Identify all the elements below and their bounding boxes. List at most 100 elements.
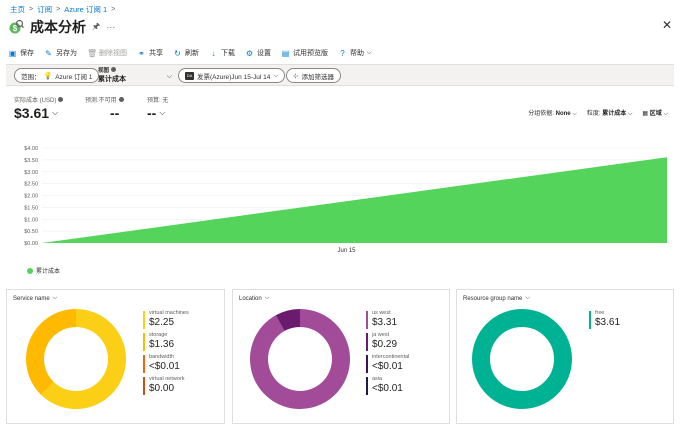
legend-swatch [27, 267, 33, 274]
legend-item-value: <$0.01 [372, 383, 403, 394]
more-options-icon[interactable]: ··· [106, 22, 116, 32]
chevron-down-icon[interactable]: ⌵ [52, 108, 59, 117]
share-button[interactable]: ⚭ 共享 [137, 48, 163, 58]
title-row: $ 成本分析 🖈 ··· [8, 16, 115, 38]
donut-slice[interactable] [25, 309, 76, 395]
legend-item-name: asia [372, 376, 383, 382]
scope-pill[interactable]: 范围： 💡 Azure 订阅 1 [14, 68, 100, 83]
card-title[interactable]: Resource group name ⌵ [463, 295, 530, 302]
scope-value: Azure 订阅 1 [55, 73, 93, 81]
card-title[interactable]: Service name ⌵ [13, 295, 58, 302]
location-donut [250, 309, 350, 409]
donut-slice[interactable] [472, 309, 572, 409]
save-as-icon: ✎ [45, 48, 52, 58]
donut-slice[interactable] [41, 309, 126, 409]
breadcrumb-home[interactable]: 主页 [10, 4, 25, 14]
actual-cost-value: $3.61 [14, 105, 50, 121]
breadcrumb: 主页 > 订阅 > Azure 订阅 1 > [10, 3, 115, 15]
legend-item-name: intercontinental [372, 354, 410, 360]
chevron-down-icon: ⌵ [367, 49, 372, 56]
date-range-pill[interactable]: DA 发票(Azure)Jun 15-Jul 14 ⌵ [178, 68, 286, 83]
donut-slice[interactable] [275, 309, 300, 332]
y-tick-label: $3.50 [24, 158, 38, 164]
legend-swatch [366, 355, 368, 373]
preview-icon: ▤ [281, 48, 290, 58]
donut-slice[interactable] [250, 309, 350, 409]
delete-icon: 🗑 [87, 48, 98, 58]
save-button[interactable]: ▣ 保存 [8, 48, 34, 58]
chevron-down-icon: ⌵ [264, 295, 270, 301]
share-label: 共享 [149, 50, 163, 57]
y-tick-label: $2.50 [24, 182, 38, 188]
delete-view-button[interactable]: 🗑 删除视图 [87, 48, 127, 58]
group-by-dropdown[interactable]: 分组依据: None ⌵ [528, 111, 577, 117]
legend-item[interactable]: virtual network $0.00 [143, 376, 189, 398]
chevron-down-icon: ⌵ [52, 295, 58, 301]
service-name-legend: virtual machines $2.25 storage $1.36 bandwid… [143, 310, 189, 398]
page-title: 成本分析 [30, 19, 86, 35]
actual-cost-metric: 实际成本 (USD) $3.61 ⌵ [14, 95, 64, 121]
legend-item-value: $3.31 [372, 317, 398, 328]
y-tick-label: $1.00 [24, 217, 38, 223]
legend-swatch [143, 333, 145, 351]
card-title[interactable]: Location ⌵ [239, 295, 270, 302]
download-label: 下载 [221, 50, 235, 57]
budget-value: -- [147, 105, 157, 121]
resource-group-donut [472, 309, 572, 409]
forecast-metric: 预测:不可用 -- [85, 95, 124, 121]
chart-legend: 累计成本 [27, 266, 60, 275]
legend-item[interactable]: intercontinental <$0.01 [366, 354, 409, 376]
pin-icon[interactable]: 🖈 [92, 21, 101, 31]
breadcrumb-separator: > [111, 5, 116, 13]
svg-text:$: $ [13, 24, 18, 33]
legend-item[interactable]: free $3.61 [589, 310, 620, 332]
y-tick-label: $1.50 [24, 205, 38, 211]
cumulative-cost-chart: $4.00 $3.50 $3.00 $2.50 $2.00 $1.50 $1.00 $0.50… [24, 146, 667, 254]
help-button[interactable]: ? 帮助 ⌵ [338, 48, 372, 58]
y-tick-label: $0.00 [24, 241, 38, 247]
resource-group-card: Resource group name ⌵ free $3.61 [456, 289, 674, 424]
help-icon: ? [340, 48, 345, 58]
add-filter-pill[interactable]: ⊹ 添加筛选器 [286, 68, 341, 83]
lightbulb-icon: 💡 [43, 72, 53, 80]
breadcrumb-separator: > [56, 5, 61, 13]
granularity-dropdown[interactable]: 粒度: 累计成本 ⌵ [586, 111, 633, 117]
actual-cost-label: 实际成本 (USD) [14, 98, 57, 104]
try-preview-button[interactable]: ▤ 试用预览版 [281, 48, 328, 58]
download-button[interactable]: ↓ 下载 [209, 48, 236, 58]
legend-item[interactable]: virtual machines $2.25 [143, 310, 189, 332]
chevron-down-icon[interactable]: ⌵ [159, 108, 166, 117]
try-preview-label: 试用预览版 [293, 50, 328, 57]
cumulative-cost-area[interactable] [42, 157, 667, 243]
legend-item[interactable]: us west $3.31 [366, 310, 409, 332]
breadcrumb-subscriptions[interactable]: 订阅 [37, 4, 53, 14]
breadcrumb-subscription[interactable]: Azure 订阅 1 [64, 4, 108, 14]
download-icon: ↓ [211, 48, 216, 58]
legend-label[interactable]: 累计成本 [36, 269, 61, 275]
chevron-down-icon: ⌵ [166, 73, 172, 80]
legend-swatch [589, 311, 591, 329]
chevron-down-icon: ⌵ [273, 71, 279, 79]
save-as-label: 另存为 [56, 50, 77, 57]
info-icon [58, 97, 64, 102]
view-selector[interactable]: 视图 累计成本 ⌵ [98, 67, 174, 85]
legend-item-name: storage [149, 332, 168, 338]
view-label: 视图 [98, 67, 174, 75]
close-icon[interactable]: ✕ [661, 18, 672, 32]
legend-swatch [366, 333, 368, 351]
legend-item[interactable]: asia <$0.01 [366, 376, 409, 398]
forecast-label: 预测:不可用 [85, 98, 117, 104]
refresh-icon: ↻ [174, 48, 181, 58]
chart-type-dropdown[interactable]: ▦ 区域 ⌵ [642, 111, 668, 117]
legend-item-value: $0.29 [372, 339, 398, 350]
legend-item[interactable]: storage $1.36 [143, 332, 189, 354]
info-icon [110, 67, 116, 72]
add-filter-label: 添加筛选器 [301, 73, 334, 81]
legend-item[interactable]: ja west $0.29 [366, 332, 409, 354]
legend-item-value: $1.36 [149, 339, 175, 350]
legend-item[interactable]: bandwidth <$0.01 [143, 354, 189, 376]
save-as-button[interactable]: ✎ 另存为 [44, 48, 77, 58]
settings-button[interactable]: ⚙ 设置 [245, 48, 271, 58]
refresh-button[interactable]: ↻ 刷新 [173, 48, 199, 58]
service-name-donut [25, 309, 126, 409]
